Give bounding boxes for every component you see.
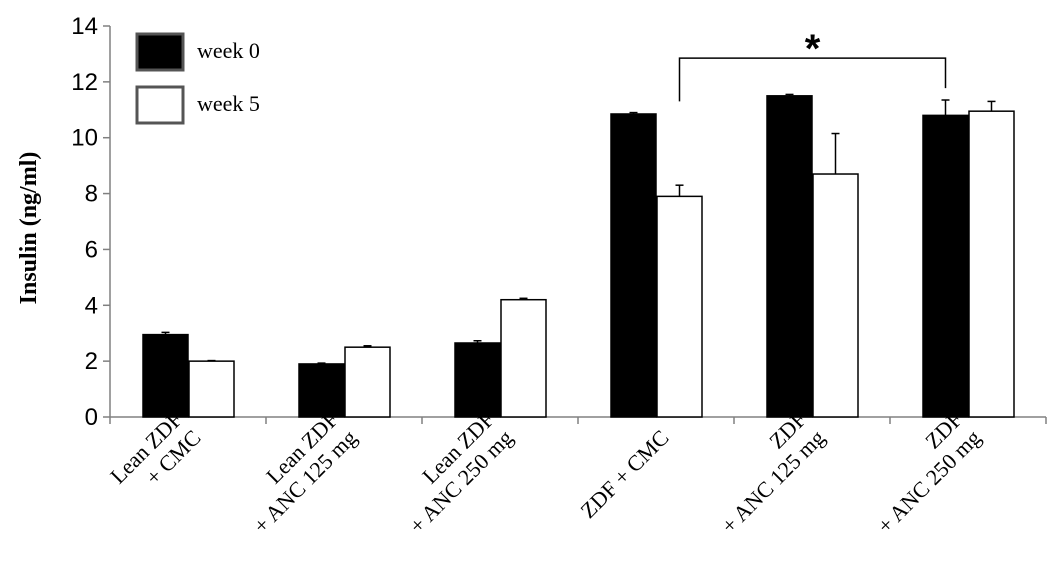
x-category-label: Lean ZDF+ ANC 250 mg bbox=[404, 406, 517, 538]
y-axis-title-group: Insulin (ng/ml) bbox=[16, 152, 42, 305]
legend-label: week 5 bbox=[197, 91, 260, 116]
bar-week0 bbox=[766, 95, 813, 418]
x-category-label: Lean ZDF+ ANC 125 mg bbox=[248, 406, 361, 538]
x-category-label-line: ZDF + CMC bbox=[575, 425, 673, 523]
y-tick-label: 10 bbox=[71, 125, 98, 152]
y-tick-label: 2 bbox=[85, 348, 98, 375]
x-category-label: Lean ZDF+ CMC bbox=[105, 406, 205, 489]
bar-week5 bbox=[968, 110, 1015, 418]
bar-week5 bbox=[344, 346, 391, 418]
y-tick-label: 0 bbox=[85, 404, 98, 431]
y-tick-label: 12 bbox=[71, 69, 98, 96]
y-tick-label: 4 bbox=[85, 292, 98, 319]
bar-week0 bbox=[298, 363, 345, 418]
legend-label: week 0 bbox=[197, 38, 260, 63]
x-category-label: ZDF+ ANC 125 mg bbox=[716, 406, 829, 538]
bar-week0 bbox=[610, 113, 657, 418]
bar-week0 bbox=[454, 342, 501, 418]
bar-week0 bbox=[922, 114, 969, 418]
legend-swatch-week5 bbox=[135, 85, 185, 125]
bar-week5 bbox=[812, 173, 859, 418]
bar-week0 bbox=[142, 333, 189, 418]
y-tick-label: 14 bbox=[71, 13, 98, 40]
significance-bracket bbox=[678, 57, 947, 102]
significance-marker: * bbox=[805, 27, 821, 71]
bar-week5 bbox=[188, 360, 235, 418]
y-tick-label: 6 bbox=[85, 236, 98, 263]
legend-swatch-week0 bbox=[135, 32, 185, 72]
bar-week5 bbox=[500, 298, 547, 418]
y-axis-title: Insulin (ng/ml) bbox=[16, 152, 42, 305]
x-category-label: ZDF + CMC bbox=[575, 425, 673, 523]
legend: week 0 week 5 bbox=[135, 32, 260, 125]
x-category-label: ZDF+ ANC 250 mg bbox=[872, 406, 985, 538]
bar-week5 bbox=[656, 195, 703, 418]
y-tick-label: 8 bbox=[85, 181, 98, 208]
